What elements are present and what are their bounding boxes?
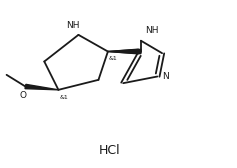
- Text: NH: NH: [146, 26, 159, 35]
- Polygon shape: [108, 49, 141, 54]
- Text: NH: NH: [66, 21, 79, 30]
- Text: HCl: HCl: [98, 144, 120, 157]
- Text: &1: &1: [109, 56, 118, 61]
- Text: O: O: [20, 92, 27, 100]
- Text: &1: &1: [59, 95, 68, 100]
- Polygon shape: [25, 84, 58, 90]
- Text: N: N: [162, 72, 169, 81]
- Polygon shape: [108, 49, 139, 54]
